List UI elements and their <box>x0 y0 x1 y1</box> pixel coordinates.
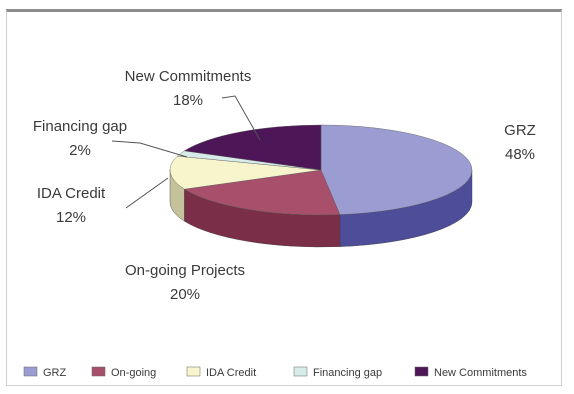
label-ida-name: IDA Credit <box>37 185 106 202</box>
pie-slice-newcom <box>183 124 322 171</box>
legend-swatch-gap <box>293 366 308 377</box>
label-newcom-value: 18% <box>173 92 203 109</box>
pie-tops <box>169 124 473 216</box>
legend: GRZ On-going IDA Credit Financing gap Ne… <box>23 366 527 379</box>
label-ongoing-value: 20% <box>170 286 200 303</box>
label-ongoing-name: On-going Projects <box>125 262 245 279</box>
label-gap-name: Financing gap <box>33 118 127 135</box>
legend-label-grz: GRZ <box>43 367 67 379</box>
label-grz-name: GRZ <box>504 122 536 139</box>
pie-slice-ongoing <box>183 169 341 216</box>
legend-swatch-grz <box>23 366 38 377</box>
pie-slice-ida <box>169 155 322 190</box>
leader-line-ida <box>125 177 169 209</box>
leader-line-gap <box>111 140 188 158</box>
legend-label-gap: Financing gap <box>313 367 382 379</box>
legend-label-ongoing: On-going <box>111 367 156 379</box>
leader-line-newcom <box>221 95 261 141</box>
legend-swatch-ida <box>186 366 201 377</box>
leader-lines <box>111 95 261 209</box>
legend-swatch-newcom <box>414 366 429 377</box>
pie-slice-grz <box>320 124 473 215</box>
legend-swatch-ongoing <box>91 366 106 377</box>
label-ida-value: 12% <box>56 209 86 226</box>
label-grz-value: 48% <box>505 146 535 163</box>
label-gap-value: 2% <box>69 142 91 159</box>
label-newcom-name: New Commitments <box>125 68 252 85</box>
legend-label-newcom: New Commitments <box>434 367 527 379</box>
legend-label-ida: IDA Credit <box>206 367 256 379</box>
